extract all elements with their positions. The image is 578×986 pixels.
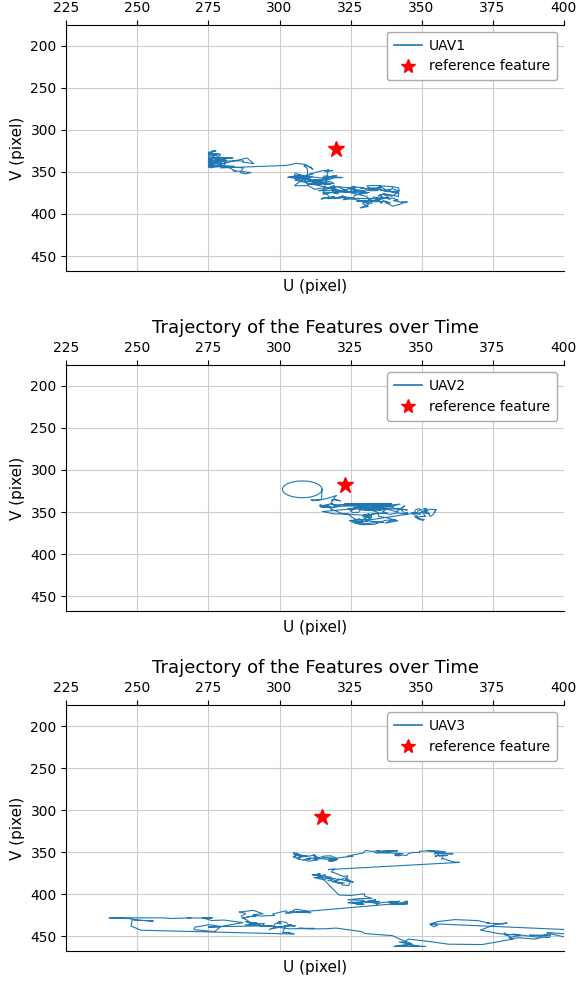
X-axis label: U (pixel): U (pixel) [283, 279, 347, 295]
Title: Trajectory of the Features over Time: Trajectory of the Features over Time [151, 318, 479, 337]
Legend: UAV2, reference feature: UAV2, reference feature [387, 372, 557, 421]
X-axis label: U (pixel): U (pixel) [283, 959, 347, 975]
Legend: UAV1, reference feature: UAV1, reference feature [387, 32, 557, 81]
X-axis label: U (pixel): U (pixel) [283, 619, 347, 635]
Y-axis label: V (pixel): V (pixel) [10, 797, 25, 860]
Legend: UAV3, reference feature: UAV3, reference feature [387, 712, 557, 761]
Y-axis label: V (pixel): V (pixel) [10, 116, 25, 179]
Y-axis label: V (pixel): V (pixel) [10, 457, 25, 520]
Title: Trajectory of the Features over Time: Trajectory of the Features over Time [151, 659, 479, 677]
